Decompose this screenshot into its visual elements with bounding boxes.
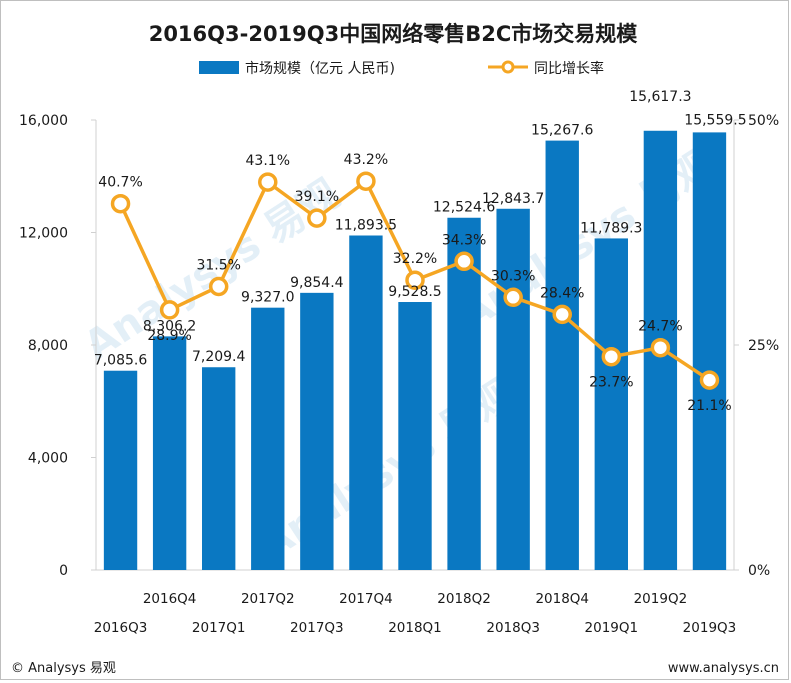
x-tick-label: 2017Q3 bbox=[290, 620, 344, 636]
bar bbox=[349, 235, 383, 571]
growth-value-label: 28.4% bbox=[540, 285, 584, 301]
chart-title: 2016Q3-2019Q3中国网络零售B2C市场交易规模 bbox=[149, 22, 639, 46]
bar-value-label: 12,843.7 bbox=[482, 191, 544, 207]
growth-point bbox=[258, 172, 278, 192]
bar bbox=[545, 140, 579, 570]
bar-value-label: 7,085.6 bbox=[94, 353, 148, 369]
x-tick-label: 2017Q2 bbox=[241, 591, 295, 607]
bar-value-label: 11,789.3 bbox=[580, 220, 642, 236]
growth-point bbox=[552, 304, 572, 325]
growth-point bbox=[454, 251, 474, 272]
x-tick-label: 2019Q1 bbox=[585, 620, 639, 636]
growth-point bbox=[159, 300, 180, 320]
y-tick-right-label: 50% bbox=[748, 113, 779, 129]
growth-value-label: 28.9% bbox=[147, 328, 191, 344]
y-tick-right-label: 0% bbox=[748, 563, 770, 579]
footer-copyright: © Analysys 易观 bbox=[11, 661, 116, 676]
bar bbox=[594, 238, 628, 570]
x-tick-label: 2017Q1 bbox=[192, 620, 246, 636]
bar bbox=[692, 132, 727, 570]
growth-value-label: 31.5% bbox=[196, 258, 240, 274]
legend-swatch-bar bbox=[199, 61, 239, 74]
growth-value-label: 24.7% bbox=[638, 319, 682, 335]
bar bbox=[152, 336, 187, 570]
y-tick-left-label: 0 bbox=[59, 563, 68, 579]
y-tick-left-label: 8,000 bbox=[28, 338, 68, 354]
bar-value-label: 9,528.5 bbox=[388, 284, 441, 300]
growth-point bbox=[110, 193, 131, 214]
x-tick-label: 2018Q3 bbox=[486, 620, 540, 636]
bar bbox=[496, 208, 530, 570]
bar-value-label: 7,209.4 bbox=[192, 349, 246, 365]
growth-point bbox=[356, 171, 376, 191]
watermark-text: Analysys 易观 bbox=[251, 371, 522, 570]
growth-value-label: 43.1% bbox=[246, 153, 290, 169]
growth-value-label: 23.7% bbox=[589, 375, 633, 391]
x-tick-label: 2019Q3 bbox=[683, 620, 737, 636]
growth-point bbox=[307, 208, 327, 228]
y-tick-left-label: 12,000 bbox=[19, 226, 68, 242]
legend: 市场规模（亿元 人民币) 同比增长率 bbox=[199, 60, 604, 77]
bar-value-label: 15,617.3 bbox=[629, 89, 691, 105]
x-tick-label: 2016Q3 bbox=[94, 620, 148, 636]
data-labels: 7,085.6 8,306.2 7,209.4 9,327.09,854.4 11,89… bbox=[94, 89, 747, 414]
bar bbox=[251, 307, 285, 570]
legend-label-bar: 市场规模（亿元 人民币) bbox=[245, 60, 395, 77]
growth-point bbox=[601, 346, 622, 367]
growth-point bbox=[650, 337, 671, 358]
bar bbox=[398, 302, 432, 570]
line-series bbox=[110, 171, 720, 390]
growth-value-label: 32.2% bbox=[393, 251, 437, 267]
footer-url: www.analysys.cn bbox=[668, 661, 779, 676]
growth-value-label: 30.3% bbox=[491, 268, 535, 284]
bar-value-label: 15,267.6 bbox=[531, 123, 593, 139]
growth-point bbox=[503, 287, 523, 308]
bar-value-label: 11,893.5 bbox=[335, 217, 397, 233]
x-tick-label: 2018Q1 bbox=[388, 620, 442, 636]
x-tick-label: 2018Q4 bbox=[535, 591, 589, 607]
growth-value-label: 34.3% bbox=[442, 232, 486, 248]
bar-value-label: 12,524.6 bbox=[433, 200, 495, 216]
bar-value-label: 9,327.0 bbox=[241, 290, 294, 306]
bar bbox=[202, 367, 236, 570]
growth-value-label: 40.7% bbox=[98, 175, 142, 191]
growth-value-label: 21.1% bbox=[687, 398, 731, 414]
growth-point bbox=[208, 276, 229, 297]
bar-value-label: 15,559.5 bbox=[684, 112, 746, 128]
growth-point bbox=[699, 370, 720, 390]
y-tick-left-label: 4,000 bbox=[28, 451, 68, 467]
y-tick-right-label: 25% bbox=[748, 338, 779, 354]
x-tick-label: 2018Q2 bbox=[437, 591, 491, 607]
bar-value-label: 8,306.2 bbox=[143, 318, 196, 334]
x-tick-label: 2016Q4 bbox=[143, 591, 197, 607]
bar-value-label: 9,854.4 bbox=[290, 275, 344, 291]
growth-value-label: 43.2% bbox=[344, 152, 388, 168]
watermark-text: Analysys 易观 bbox=[451, 141, 722, 340]
y-tick-left-label: 16,000 bbox=[19, 113, 68, 129]
legend-label-line: 同比增长率 bbox=[534, 60, 604, 77]
bar bbox=[103, 370, 138, 570]
x-tick-label: 2017Q4 bbox=[339, 591, 393, 607]
legend-swatch-marker bbox=[501, 60, 515, 74]
growth-value-label: 39.1% bbox=[295, 189, 339, 205]
growth-point bbox=[405, 270, 425, 290]
bar-series bbox=[103, 130, 727, 571]
bar bbox=[300, 292, 334, 570]
bar bbox=[447, 217, 481, 571]
x-tick-label: 2019Q2 bbox=[634, 591, 688, 607]
